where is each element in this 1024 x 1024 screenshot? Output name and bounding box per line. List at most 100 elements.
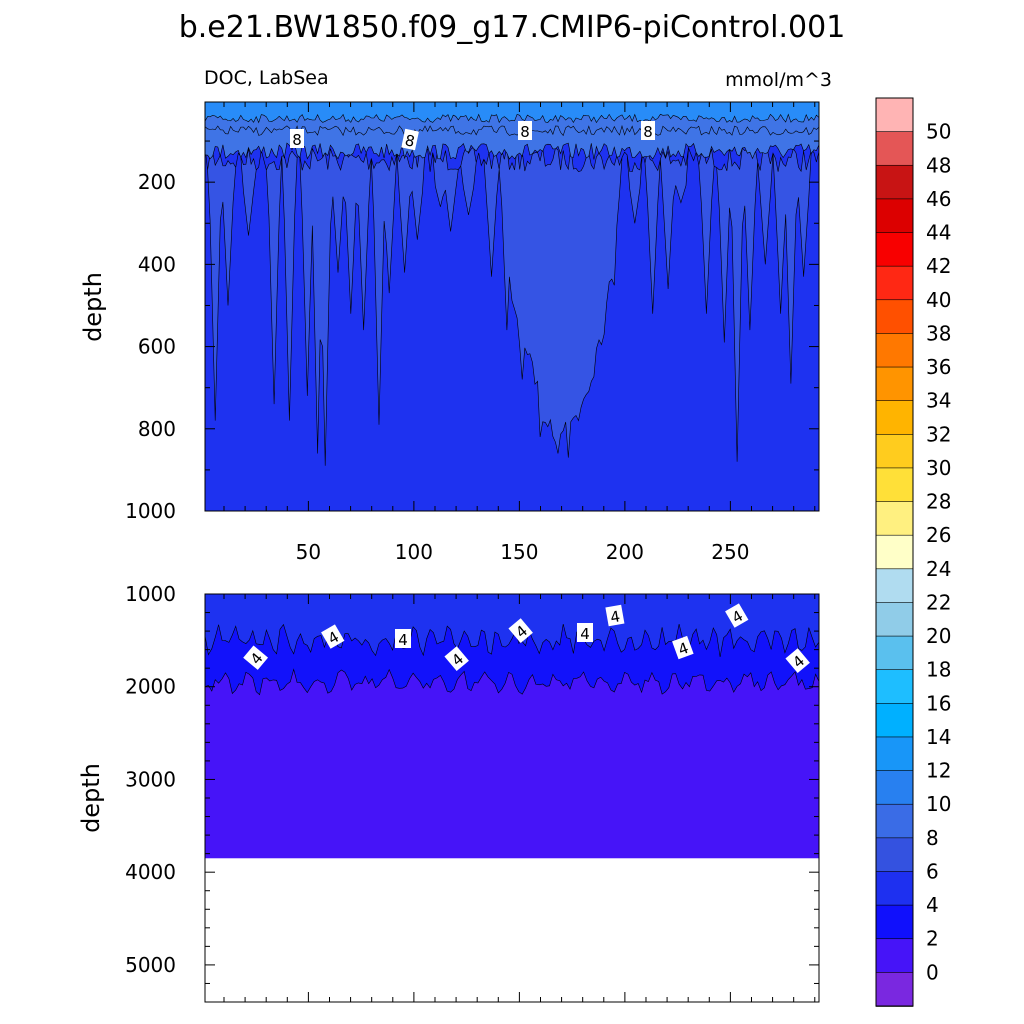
colorbar-swatch <box>875 232 914 267</box>
colorbar-label: 2 <box>926 927 939 951</box>
lower-contour-label-box <box>243 645 269 670</box>
upper-contour-label-text: 8 <box>643 123 653 141</box>
colorbar-swatch <box>875 501 914 536</box>
colorbar-label: 10 <box>926 792 951 816</box>
colorbar-swatch <box>875 837 914 873</box>
lower-contour-label: 4 <box>785 648 810 674</box>
colorbar-label: 26 <box>926 523 951 547</box>
colorbar-label: 6 <box>926 859 939 883</box>
colorbar-label: 34 <box>926 389 951 413</box>
panel-variable-label: DOC, LabSea <box>204 67 329 89</box>
colorbar-swatch <box>875 736 914 772</box>
colorbar-frame <box>875 97 914 1007</box>
lower-contour-label: 4 <box>444 646 469 672</box>
lower-y-tick-label: 4000 <box>125 860 176 884</box>
colorbar-swatch <box>875 871 914 906</box>
lower-contour-label-text: 4 <box>609 607 622 626</box>
upper-x-tick-label: 150 <box>500 540 538 564</box>
lower-contour-label-box <box>577 623 593 642</box>
upper-contour-label-box <box>401 128 419 151</box>
upper-y-tick-label: 600 <box>138 335 176 359</box>
upper-contour-9 <box>204 124 820 137</box>
colorbar-label: 24 <box>926 557 951 581</box>
lower-contour-2 <box>204 668 820 696</box>
colorbar-label: 0 <box>926 960 939 984</box>
upper-contour-label-box <box>641 121 655 140</box>
lower-contour-label: 4 <box>243 645 269 670</box>
colorbar-swatch <box>875 904 914 940</box>
lower-contour-label-box <box>785 648 810 674</box>
colorbar-label: 32 <box>926 422 951 446</box>
colorbar-swatch <box>875 131 914 167</box>
upper-contour-label-text: 8 <box>520 123 530 141</box>
lower-contour-label-text: 4 <box>580 625 590 643</box>
lower-contour-4 <box>204 623 820 658</box>
upper-contour-8 <box>204 142 820 160</box>
colorbar-label: 44 <box>926 221 951 245</box>
colorbar-label: 48 <box>926 153 951 177</box>
colorbar-swatch <box>875 299 914 335</box>
lower-contour-label-text: 4 <box>398 631 408 649</box>
lower-contour-label: 4 <box>321 624 345 649</box>
colorbar-label: 28 <box>926 490 951 514</box>
upper-plot-frame <box>204 101 820 512</box>
colorbar: 5048464442403836343230282624222018161412… <box>875 97 951 1007</box>
upper-contour-label-box <box>518 121 532 140</box>
lower-contour-label-box <box>444 646 469 672</box>
colorbar-label: 42 <box>926 254 951 278</box>
colorbar-label: 46 <box>926 187 951 211</box>
lower-contour-label: 4 <box>605 604 625 627</box>
lower-contour-label: 4 <box>395 629 411 649</box>
lower-contour-label-box <box>508 618 533 644</box>
lower-y-tick-label: 2000 <box>125 675 176 699</box>
lower-contour-label-box <box>672 635 694 660</box>
colorbar-label: 36 <box>926 355 951 379</box>
upper-contour-label: 8 <box>518 121 532 141</box>
chart-title: b.e21.BW1850.f09_g17.CMIP6-piControl.001 <box>179 10 846 45</box>
colorbar-swatch <box>875 198 914 234</box>
colorbar-swatch <box>875 770 914 806</box>
upper-contour-label-text: 8 <box>292 131 302 149</box>
upper-y-tick-label: 800 <box>138 417 176 441</box>
upper-contour-label: 8 <box>401 128 419 151</box>
colorbar-label: 38 <box>926 321 951 345</box>
colorbar-label: 16 <box>926 691 951 715</box>
colorbar-swatch <box>875 400 914 436</box>
upper-contour-label-box <box>290 129 304 148</box>
lower-y-tick-label: 1000 <box>125 582 176 606</box>
colorbar-swatch <box>875 534 914 570</box>
colorbar-label: 4 <box>926 893 939 917</box>
colorbar-swatch <box>875 164 914 200</box>
upper-contour-label: 8 <box>641 121 655 141</box>
colorbar-swatch <box>875 938 914 974</box>
colorbar-swatch <box>875 635 914 671</box>
colorbar-swatch <box>875 602 914 637</box>
upper-contour-label-text: 8 <box>403 131 416 151</box>
upper-fill-10-12 <box>205 102 819 123</box>
colorbar-label: 22 <box>926 590 951 614</box>
lower-contour-label: 4 <box>725 603 749 628</box>
colorbar-swatch <box>875 433 914 469</box>
lower-contour-label: 4 <box>508 618 533 644</box>
colorbar-swatch <box>875 265 914 301</box>
upper-x-tick-label: 250 <box>711 540 749 564</box>
colorbar-label: 14 <box>926 725 951 749</box>
colorbar-label: 50 <box>926 120 951 144</box>
upper-y-axis-label: depth <box>79 272 107 342</box>
colorbar-label: 18 <box>926 658 951 682</box>
colorbar-label: 30 <box>926 456 951 480</box>
lower-contour-label: 4 <box>577 623 593 643</box>
colorbar-swatch <box>875 703 914 738</box>
colorbar-label: 40 <box>926 288 951 312</box>
lower-contour-label-box <box>605 604 625 627</box>
colorbar-swatch <box>875 669 914 705</box>
colorbar-label: 8 <box>926 826 939 850</box>
lower-contour-label-box <box>725 603 749 628</box>
lower-depth-panel: 4 4 4 4 4 4 4 4 4 4 1000 2000 3000 4000 5000 <box>125 582 820 1003</box>
colorbar-swatch <box>875 568 914 604</box>
panel-units-label: mmol/m^3 <box>725 69 832 91</box>
colorbar-swatch <box>875 972 914 1007</box>
upper-y-tick-label: 400 <box>138 252 176 276</box>
lower-y-tick-label: 5000 <box>125 953 176 977</box>
